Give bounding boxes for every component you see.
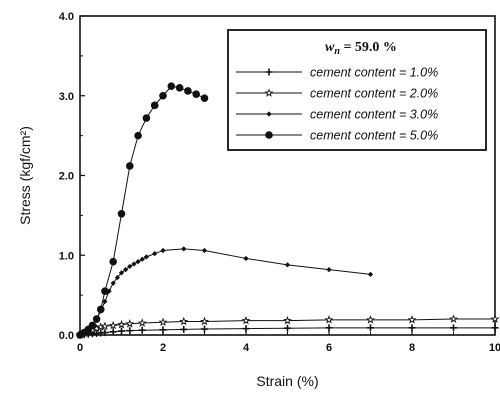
legend-marker [264, 88, 274, 97]
data-point [284, 324, 291, 332]
data-point [92, 315, 101, 323]
data-point [139, 256, 145, 262]
data-point [135, 259, 141, 265]
data-point [118, 327, 125, 335]
data-point [138, 326, 146, 334]
data-point [179, 316, 189, 326]
data-point [160, 247, 166, 254]
x-tick-label: 4 [243, 342, 250, 354]
data-point [126, 327, 134, 335]
data-point [158, 317, 168, 327]
legend-marker [266, 111, 272, 117]
legend-label: cement content = 1.0% [310, 66, 438, 80]
data-point [142, 114, 151, 122]
legend-box [227, 29, 487, 151]
data-point [180, 325, 188, 333]
data-point [201, 325, 208, 333]
data-point [126, 162, 134, 170]
data-point [200, 316, 209, 326]
legend-entry: cement content = 3.0% [236, 108, 438, 122]
data-point [243, 255, 249, 262]
data-point [367, 324, 374, 332]
data-point [159, 91, 167, 100]
y-tick-label: 4.0 [59, 11, 74, 23]
x-tick-label: 10 [489, 342, 500, 354]
data-point [366, 315, 375, 324]
legend-title: wn = 59.0 % [325, 40, 397, 57]
data-point [117, 319, 126, 329]
data-point [325, 324, 333, 332]
data-point [134, 131, 142, 140]
legend-label: cement content = 2.0% [310, 87, 438, 101]
data-point [131, 261, 137, 267]
y-tick-label: 0.0 [59, 330, 74, 342]
legend-marker [265, 131, 273, 139]
series-circle [76, 82, 209, 339]
data-point [109, 257, 117, 266]
legend-label: cement content = 5.0% [310, 129, 438, 143]
series-star [75, 314, 500, 339]
data-point [283, 315, 292, 325]
legend-entry: cement content = 5.0% [236, 129, 438, 143]
data-point [101, 329, 109, 337]
data-point [181, 246, 187, 252]
data-point [407, 315, 417, 324]
legend-marker [265, 68, 273, 76]
y-tick-label: 1.0 [59, 250, 74, 262]
data-point [101, 287, 109, 295]
x-axis-title: Strain (%) [256, 373, 318, 389]
data-point [152, 251, 158, 257]
data-point [117, 209, 126, 218]
series-layer [75, 82, 500, 339]
legend: wn = 59.0 % cement content = 1.0% cement c… [227, 29, 487, 151]
data-point [326, 267, 332, 273]
data-point [175, 83, 184, 92]
data-point [110, 280, 116, 286]
data-point [143, 254, 149, 260]
data-point [241, 315, 251, 325]
data-point [490, 314, 500, 323]
legend-entry: cement content = 2.0% [236, 87, 438, 101]
x-tick-label: 8 [409, 342, 415, 354]
data-point [167, 82, 176, 90]
data-point [367, 271, 374, 277]
data-point [88, 321, 97, 330]
data-point [118, 270, 125, 276]
data-point [284, 262, 291, 268]
data-point [491, 324, 499, 332]
data-point [102, 298, 108, 305]
data-point [200, 94, 209, 102]
data-point [184, 87, 192, 95]
axis-ticks: 0 2 4 6 8 10 0.0 1.0 2.0 3.0 4.0 [59, 11, 500, 354]
data-point [450, 324, 457, 332]
x-tick-label: 2 [160, 342, 166, 354]
data-point [449, 314, 458, 323]
data-point [96, 305, 105, 314]
y-axis-title: Stress (kgf/cm²) [17, 126, 33, 225]
data-point [125, 319, 135, 328]
data-point [150, 101, 159, 110]
data-point [100, 321, 110, 331]
legend-entry: cement content = 1.0% [236, 66, 438, 80]
data-point [114, 274, 120, 281]
data-point [108, 320, 118, 330]
data-point [408, 324, 416, 332]
legend-label: cement content = 3.0% [310, 108, 438, 122]
data-point [123, 267, 129, 273]
data-point [324, 315, 334, 324]
y-tick-label: 2.0 [59, 171, 74, 183]
x-tick-label: 6 [326, 342, 332, 354]
y-tick-label: 3.0 [59, 91, 74, 103]
x-tick-label: 0 [77, 342, 83, 354]
data-point [159, 326, 167, 334]
series-line [79, 85, 205, 336]
data-point [242, 325, 250, 333]
data-point [201, 247, 208, 254]
data-point [127, 263, 133, 270]
data-point [109, 328, 117, 336]
data-point [192, 90, 200, 98]
data-point [137, 318, 147, 327]
